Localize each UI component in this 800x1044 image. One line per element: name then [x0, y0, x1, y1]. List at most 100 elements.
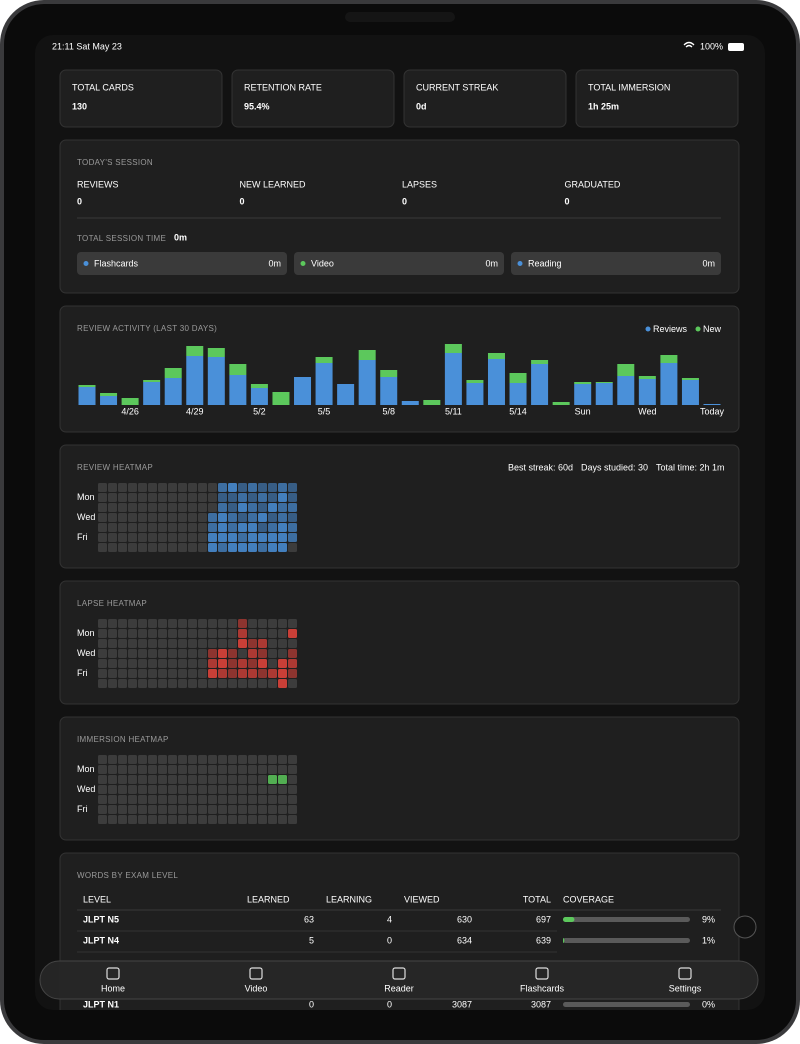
heatmap-cell: [208, 785, 217, 794]
heatmap-cell: [118, 805, 127, 814]
legend-label: Reviews: [653, 324, 688, 334]
stat-label: TOTAL IMMERSION: [588, 82, 670, 92]
heatmap-cell: [258, 805, 267, 814]
screen: 21:11 Sat May 23 100% TOTAL CARDS 130 RETENT…: [35, 35, 765, 1010]
heatmap-cell: [98, 649, 107, 658]
x-tick-label: 5/2: [253, 406, 266, 416]
heatmap-cell: [218, 815, 227, 824]
heatmap-cell: [138, 543, 147, 552]
cell: 0: [309, 999, 314, 1009]
heatmap-cell: [268, 775, 277, 784]
source-name: Reading: [528, 258, 562, 268]
bar-segment: [164, 368, 182, 378]
table-title: WORDS BY EXAM LEVEL: [77, 871, 178, 880]
heatmap-cell: [278, 629, 287, 638]
row-label: Fri: [77, 532, 88, 542]
bar-segment: [703, 404, 721, 405]
heatmap-cell: [108, 805, 117, 814]
heatmap-cell: [148, 775, 157, 784]
heatmap-cell: [118, 639, 127, 648]
heatmap-cell: [158, 533, 167, 542]
heatmap-cell: [288, 805, 297, 814]
heatmap-cell: [278, 795, 287, 804]
heatmap-cell: [228, 629, 237, 638]
heatmap-cell: [188, 543, 197, 552]
tab-label[interactable]: Home: [101, 983, 125, 993]
heatmap-cell: [208, 679, 217, 688]
x-tick-label: Wed: [638, 406, 656, 416]
card: [231, 69, 395, 128]
heatmap-cell: [238, 503, 247, 512]
heatmap-cell: [118, 775, 127, 784]
heatmap-cell: [258, 543, 267, 552]
heatmap-cell: [148, 513, 157, 522]
heatmap-cell: [108, 493, 117, 502]
bar-segment: [315, 357, 333, 363]
heatmap-cell: [188, 775, 197, 784]
heatmap-cell: [288, 523, 297, 532]
heatmap-cell: [178, 629, 187, 638]
heatmap-cell: [118, 503, 127, 512]
tab-label[interactable]: Reader: [384, 983, 414, 993]
bar-segment: [186, 346, 204, 356]
heatmap-cell: [218, 795, 227, 804]
heatmap-cell: [248, 513, 257, 522]
bar-segment: [78, 387, 96, 405]
section-title: TODAY'S SESSION: [77, 158, 153, 167]
heatmap-cell: [98, 619, 107, 628]
heatmap-cell: [188, 639, 197, 648]
heatmap-cell: [148, 523, 157, 532]
heatmap-cell: [258, 619, 267, 628]
tab-label[interactable]: Settings: [669, 983, 702, 993]
source-dot: [83, 261, 89, 266]
heatmap-cell: [278, 543, 287, 552]
bar-segment: [121, 398, 139, 405]
tab-label[interactable]: Flashcards: [520, 983, 565, 993]
heatmap-cell: [108, 483, 117, 492]
heatmap-cell: [288, 629, 297, 638]
heatmap-cell: [118, 755, 127, 764]
heatmap-cell: [238, 629, 247, 638]
tab-bar: [39, 960, 759, 1000]
heatmap-cell: [248, 755, 257, 764]
heatmap-cell: [148, 755, 157, 764]
heatmap-cell: [268, 765, 277, 774]
heatmap-cell: [288, 493, 297, 502]
heatmap-cell: [178, 815, 187, 824]
heatmap-cell: [228, 523, 237, 532]
heatmap-cell: [228, 543, 237, 552]
heatmap-cell: [238, 483, 247, 492]
heatmap-cell: [238, 639, 247, 648]
heatmap-cell: [208, 815, 217, 824]
heatmap-cell: [218, 669, 227, 678]
heatmap-cell: [218, 533, 227, 542]
heatmap-cell: [158, 815, 167, 824]
heatmap-cell: [208, 523, 217, 532]
heatmap-cell: [228, 659, 237, 668]
heatmap-cell: [188, 765, 197, 774]
heatmap-cell: [238, 533, 247, 542]
cell: 0: [387, 999, 392, 1009]
heatmap-cell: [178, 513, 187, 522]
x-tick-label: 5/14: [509, 406, 527, 416]
heatmap-cell: [138, 775, 147, 784]
heatmap-cell: [188, 503, 197, 512]
tab-label[interactable]: Video: [245, 983, 268, 993]
bar-segment: [660, 355, 678, 363]
row-label: Fri: [77, 668, 88, 678]
heatmap-cell: [118, 493, 127, 502]
tab-icon: [535, 967, 549, 980]
heatmap-cell: [98, 795, 107, 804]
heatmap-cell: [158, 629, 167, 638]
heatmap-cell: [268, 815, 277, 824]
heatmap-cell: [278, 503, 287, 512]
heatmap-cell: [128, 483, 137, 492]
heatmap-cell: [208, 649, 217, 658]
heatmap-cell: [108, 669, 117, 678]
heatmap-cell: [218, 755, 227, 764]
metric-value: 0: [240, 196, 245, 206]
row-label: Fri: [77, 804, 88, 814]
heatmap-cell: [168, 765, 177, 774]
heatmap-cell: [148, 649, 157, 658]
